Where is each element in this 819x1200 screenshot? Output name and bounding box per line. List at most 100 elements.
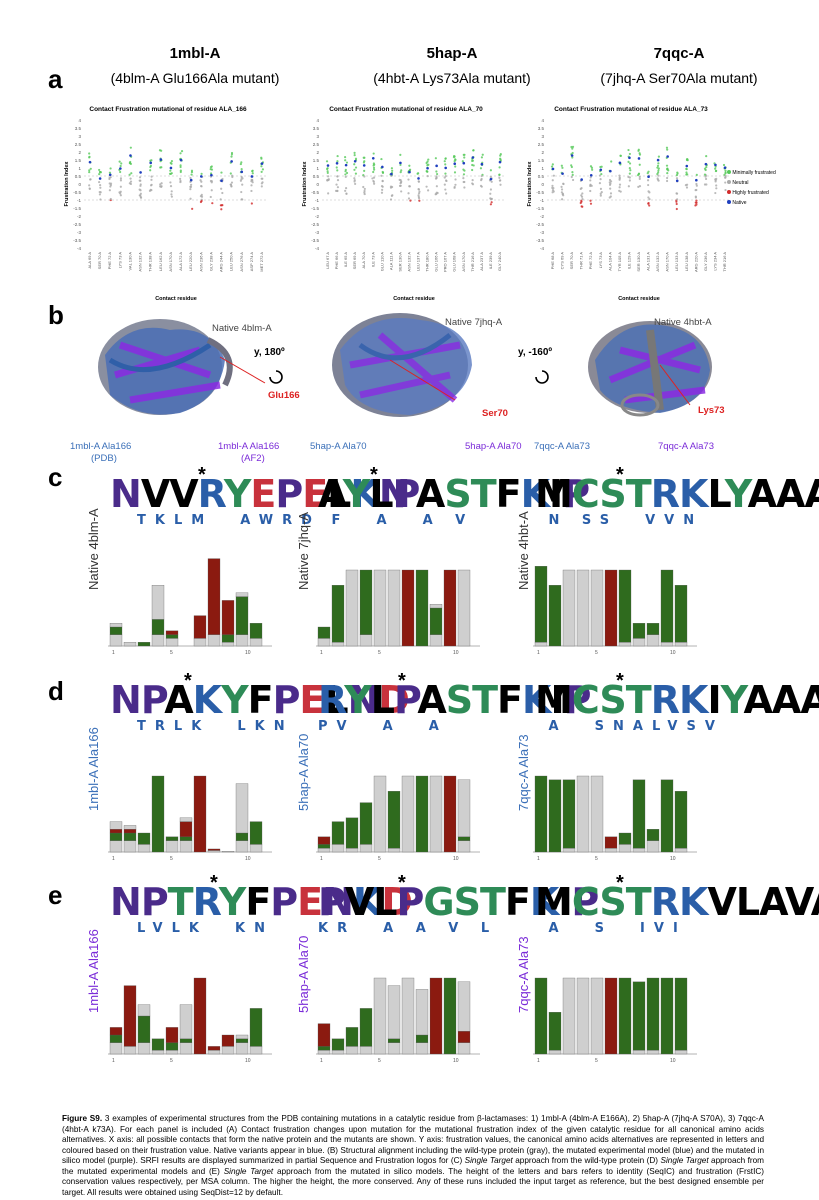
col-subtitle-3: (7jhq-A Ser70Ala mutant): [600, 70, 758, 86]
logo-bottom-letters: A SNALVSV: [535, 719, 724, 734]
scatter-point: [179, 164, 182, 167]
scatter-point: [560, 198, 564, 201]
scatter-point: [389, 186, 393, 189]
ytick: 2: [541, 150, 544, 155]
native-point: [362, 164, 366, 167]
xlabel: Contact residue: [155, 296, 197, 302]
scatter-point: [372, 179, 375, 183]
native-label-1: Native 4blm-A: [212, 323, 272, 334]
frustration-bar: [345, 848, 359, 853]
frustration-bar: [443, 569, 457, 647]
bar-xtick: 1: [320, 856, 323, 862]
scatter-point: [344, 189, 347, 192]
scatter-point: [551, 163, 554, 166]
scatter-point: [400, 190, 403, 193]
frustration-plot-1: 4 3.5 3 2.5 2 1.5 1 0.5 0 -0.5 -1 -1.5 -2 -2.5 -3 -3.5 -…: [64, 118, 268, 302]
frustration-bar: [576, 977, 590, 1055]
logo-bottom-letters: PV A A: [318, 719, 489, 734]
scatter-point: [580, 199, 583, 202]
scatter-point: [618, 186, 621, 189]
xtick: LYS 234 A: [712, 252, 717, 271]
xtick: ARG 244 A: [219, 252, 224, 272]
native-point: [551, 167, 555, 171]
frustration-bar: [359, 634, 373, 647]
legend-min: Minimally frustrated: [732, 170, 776, 176]
caption-label: Figure S9.: [62, 1114, 103, 1123]
frustration-bar: [137, 1015, 151, 1043]
frustration-bar: [359, 1046, 373, 1055]
frustration-bar: [660, 779, 674, 853]
native-point: [240, 170, 244, 174]
scatter-point: [119, 170, 122, 174]
logo-letter: N: [347, 678, 380, 722]
scatter-point: [417, 180, 421, 183]
scatter-point: [498, 173, 501, 176]
frustration-bar: [151, 619, 165, 635]
frustration-bar: [345, 569, 359, 647]
scatter-point: [230, 155, 233, 158]
scatter-point: [89, 178, 92, 181]
native-label-2: Native 7jhq-A: [445, 317, 503, 328]
ytick: -3: [315, 230, 319, 235]
logo-letter: L: [373, 880, 397, 924]
scatter-point: [657, 174, 660, 177]
scatter-point: [444, 163, 447, 166]
frustration-bar: [235, 596, 249, 635]
scatter-point: [88, 187, 91, 190]
scatter-point: [380, 157, 383, 161]
frustration-bar: [137, 844, 151, 853]
scatter-point: [589, 199, 592, 202]
scatter-point: [724, 181, 727, 184]
frustration-bars-d-3: 1 5 10: [533, 775, 697, 862]
scatter-point: [629, 169, 632, 172]
rotate-icon-1: [269, 370, 283, 384]
logo-letter: V: [169, 472, 198, 516]
residue-label-2: Ser70: [482, 408, 508, 419]
scatter-point: [480, 156, 484, 159]
scatter-point: [139, 179, 142, 182]
native-point: [250, 175, 254, 178]
scatter-point: [589, 183, 592, 186]
scatter-point: [381, 171, 385, 174]
scatter-point: [399, 163, 402, 167]
ytick: -4: [315, 246, 319, 251]
scatter-point: [409, 199, 412, 202]
ytick: 3: [78, 134, 81, 139]
scatter-point: [418, 199, 421, 202]
col-subtitle-1: (4blm-A Glu166Ala mutant): [110, 70, 280, 86]
scatter-point: [618, 189, 621, 192]
frustration-bar: [123, 642, 137, 647]
scatter-point: [570, 165, 573, 169]
xtick: GLY 236 A: [703, 252, 708, 271]
scatter-point: [618, 183, 622, 186]
frustration-bar: [457, 779, 471, 837]
xtick: ASN 170 A: [168, 252, 173, 272]
native-point: [685, 164, 689, 168]
logo-letter: P: [318, 880, 346, 924]
scatter-point: [380, 191, 384, 194]
frustration-bar: [429, 775, 443, 853]
logo-bottom-letters: KR A A V L: [318, 921, 499, 936]
frustration-bar: [123, 1046, 137, 1055]
scatter-point: [231, 174, 234, 177]
frustration-bar: [457, 836, 471, 841]
frustration-bar: [604, 569, 618, 647]
xtick: LEU 138 A: [684, 252, 689, 271]
scatter-point: [454, 158, 457, 161]
scatter-point: [489, 175, 492, 178]
frustration-bar: [674, 642, 688, 647]
logo-letter: V: [784, 880, 812, 924]
bar-xtick: 5: [378, 856, 381, 862]
scatter-point: [354, 166, 358, 169]
logo-letter: P: [396, 880, 425, 924]
bar-xtick: 10: [453, 650, 459, 656]
logo-letter: D: [381, 880, 413, 924]
xtick: PHE 66 A: [334, 252, 339, 270]
scatter-point: [703, 173, 707, 176]
scatter-point: [88, 156, 91, 159]
scatter-point: [120, 162, 123, 165]
frustration-bar: [457, 1042, 471, 1055]
logo-letter: K: [678, 472, 708, 516]
logo-letter: S: [599, 880, 626, 924]
row-label-d-1: 1mbl-A Ala166: [86, 727, 101, 811]
